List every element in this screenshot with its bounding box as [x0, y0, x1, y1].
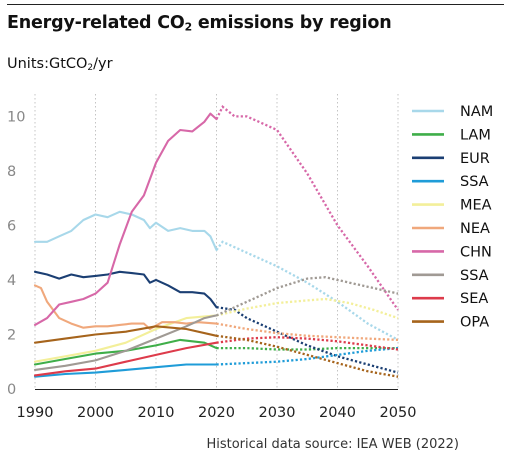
series-projection-line-nam-0	[215, 240, 399, 341]
y-tick-label: 10	[7, 109, 25, 125]
series-historical-line-nea-5	[33, 284, 218, 331]
series-lines	[33, 105, 399, 378]
series-projection-line-ssa-3	[216, 346, 399, 366]
series-historical-line-eur-2	[33, 270, 218, 309]
y-tick-label: 8	[7, 164, 16, 180]
series-historical-line-ssa-7	[33, 314, 218, 371]
x-tick-label: 2000	[77, 405, 114, 421]
series-projection-line-chn-6	[215, 105, 399, 311]
series-projection-line-mea-4	[216, 297, 399, 320]
x-tick-label: 2010	[138, 405, 175, 421]
data-source-note: Historical data source: IEA WEB (2022)	[206, 437, 459, 452]
series-historical-line-ssa-3	[33, 363, 218, 378]
chart-title: Energy-related CO2 emissions by region	[7, 13, 392, 34]
legend-label-nea-5: NEA	[460, 221, 490, 237]
series-historical-line-lam-1	[33, 338, 218, 366]
series-historical-line-sea-8	[33, 341, 218, 377]
x-tick-label: 2050	[380, 405, 417, 421]
legend-label-ssa-3: SSA	[460, 174, 489, 190]
series-historical-line-mea-4	[33, 314, 218, 363]
legend-label-ssa-7: SSA	[460, 268, 489, 284]
legend-label-opa-9: OPA	[460, 315, 489, 331]
series-projection-line-ssa-7	[216, 276, 399, 317]
top-rule	[7, 4, 504, 5]
grid	[34, 94, 399, 389]
series-historical-line-opa-9	[33, 325, 218, 344]
x-tick-label: 2020	[198, 405, 235, 421]
axis: 1990 2000 2010 2020 2030 2040 2050 0 2 4 6 8 10	[7, 109, 416, 421]
series-historical-line-nam-0	[33, 210, 218, 252]
series-projection-line-lam-1	[216, 346, 398, 351]
legend-label-sea-8: SEA	[460, 291, 488, 307]
legend-label-lam-1: LAM	[460, 127, 491, 143]
legend-label-nam-0: NAM	[460, 104, 493, 120]
y-tick-label: 2	[7, 327, 16, 343]
legend-label-mea-4: MEA	[460, 198, 492, 214]
units-label: Units:GtCO2/yr	[7, 56, 113, 74]
y-tick-label: 0	[7, 382, 16, 398]
x-tick-label: 1990	[17, 405, 54, 421]
x-tick-label: 2030	[259, 405, 296, 421]
series-projection-line-opa-9	[216, 334, 399, 378]
y-tick-label: 6	[7, 218, 16, 234]
legend-label-chn-6: CHN	[460, 244, 492, 260]
x-tick-label: 2040	[319, 405, 356, 421]
legend: NAM LAM EUR SSA MEA NEA CHN SSA SEA OPA	[412, 104, 493, 331]
legend-label-eur-2: EUR	[460, 151, 490, 167]
series-historical-line-chn-6	[33, 112, 218, 326]
y-tick-label: 4	[7, 273, 16, 289]
